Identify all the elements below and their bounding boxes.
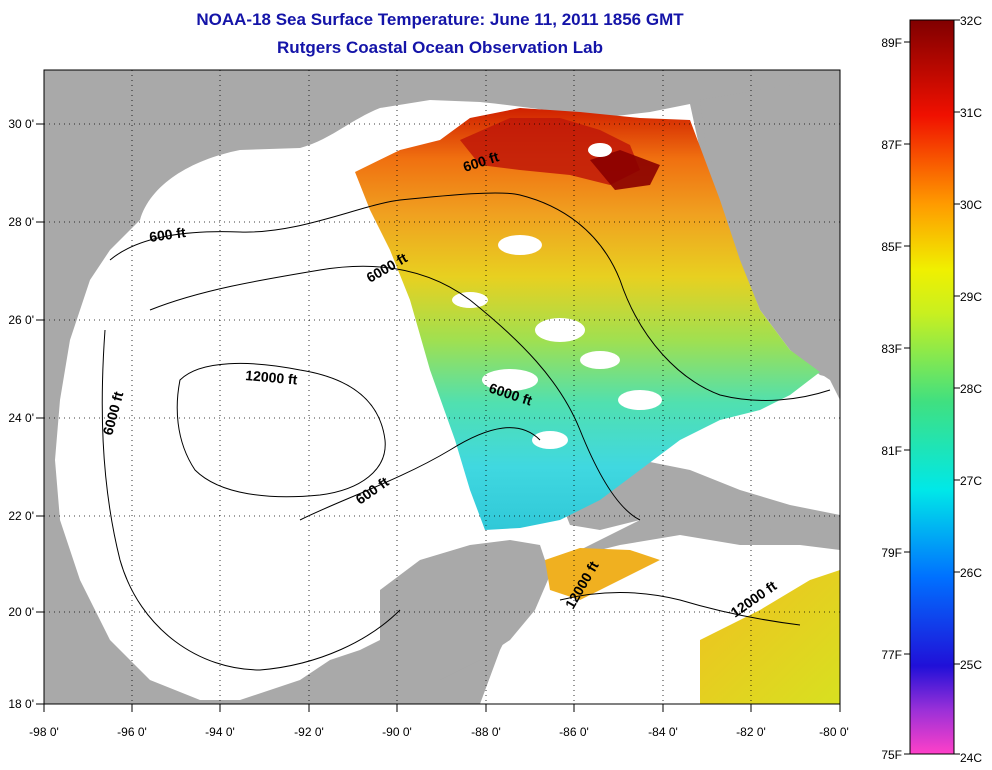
x-tick-label: -92 0' — [294, 725, 324, 739]
colorbar-fahrenheit-label: 75F — [881, 748, 902, 762]
colorbar-fahrenheit-label: 85F — [881, 240, 902, 254]
map-body: 600 ft 600 ft 600 ft 6000 ft 6000 ft 600… — [44, 70, 840, 704]
x-tick-label: -84 0' — [648, 725, 678, 739]
sst-swath-south — [700, 570, 840, 704]
contour-label: 600 ft — [148, 224, 187, 245]
colorbar-celsius-label: 25C — [960, 658, 982, 672]
y-tick-label: 18 0' — [8, 697, 34, 711]
colorbar-fahrenheit-label: 87F — [881, 138, 902, 152]
map-frame — [43, 69, 841, 705]
colorbar-fahrenheit-label: 83F — [881, 342, 902, 356]
depth-contours — [101, 192, 831, 671]
yucatan-land — [380, 540, 550, 690]
y-tick-label: 30 0' — [8, 117, 34, 131]
map-subtitle: Rutgers Coastal Ocean Observation Lab — [277, 38, 603, 57]
sst-hot-band — [460, 118, 640, 185]
colorbar-fahrenheit-label: 89F — [881, 36, 902, 50]
colorbar-celsius-label: 30C — [960, 198, 982, 212]
colorbar-celsius-label: 32C — [960, 14, 982, 28]
x-tick-label: -88 0' — [471, 725, 501, 739]
colorbar-fahrenheit-label: 77F — [881, 648, 902, 662]
sst-swath-north — [355, 108, 820, 530]
sst-red-patch — [590, 150, 660, 190]
y-tick-label: 26 0' — [8, 313, 34, 327]
colorbar-fahrenheit-label: 79F — [881, 546, 902, 560]
colorbar-celsius-label: 28C — [960, 382, 982, 396]
y-tick-label: 24 0' — [8, 411, 34, 425]
y-tick-label: 28 0' — [8, 215, 34, 229]
colorbar-celsius-label: 26C — [960, 566, 982, 580]
colorbar-celsius-label: 27C — [960, 474, 982, 488]
colorbar-celsius-label: 31C — [960, 106, 982, 120]
x-tick-label: -94 0' — [205, 725, 235, 739]
colorbar: 32C 31C 30C 29C 28C 27C 26C 25C 24C 89F … — [881, 14, 982, 765]
cloud-gaps — [452, 143, 662, 449]
x-tick-label: -96 0' — [117, 725, 147, 739]
colorbar-fahrenheit-label: 81F — [881, 444, 902, 458]
graticule — [44, 70, 840, 704]
florida-land — [700, 75, 840, 380]
x-tick-label: -82 0' — [736, 725, 766, 739]
axis-ticks — [36, 123, 841, 712]
y-tick-label: 22 0' — [8, 509, 34, 523]
x-tick-label: -80 0' — [819, 725, 849, 739]
map-title: NOAA-18 Sea Surface Temperature: June 11… — [196, 10, 684, 29]
x-tick-label: -90 0' — [382, 725, 412, 739]
colorbar-celsius-label: 24C — [960, 751, 982, 765]
y-tick-label: 20 0' — [8, 605, 34, 619]
colorbar-scale — [909, 19, 955, 755]
colorbar-celsius-label: 29C — [960, 290, 982, 304]
x-tick-label: -86 0' — [559, 725, 589, 739]
contour-label: 12000 ft — [245, 367, 299, 388]
x-tick-label: -98 0' — [29, 725, 59, 739]
